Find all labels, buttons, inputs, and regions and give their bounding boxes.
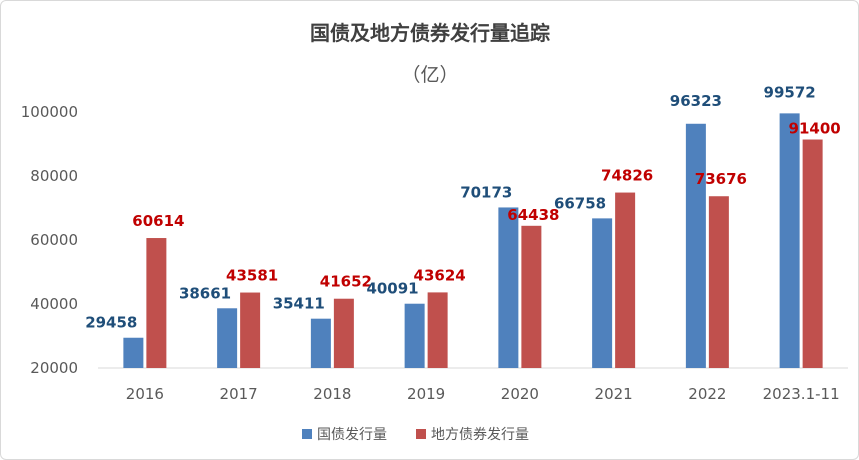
- chart-title: 国债及地方债券发行量追踪: [310, 21, 550, 45]
- data-label-local-bond: 74826: [601, 167, 653, 185]
- x-tick-label: 2020: [501, 385, 539, 403]
- bar-treasury: [779, 113, 800, 368]
- data-label-local-bond: 43624: [414, 266, 466, 284]
- y-tick-label: 20000: [30, 359, 78, 377]
- bar-treasury: [685, 123, 706, 368]
- data-label-local-bond: 64438: [507, 206, 559, 224]
- y-axis: 20000 40000 60000 80000 100000: [21, 103, 78, 377]
- data-label-local-bond: 43581: [226, 267, 278, 285]
- bar-local-bond: [427, 292, 448, 368]
- bar-treasury: [404, 303, 425, 368]
- legend: 国债发行量 地方债券发行量: [302, 427, 529, 443]
- data-label-treasury: 96323: [670, 92, 722, 110]
- bar-local-bond: [146, 238, 167, 368]
- bar-local-bond: [521, 225, 542, 368]
- data-label-treasury: 29458: [85, 314, 137, 332]
- legend-swatch-treasury: [302, 429, 312, 439]
- data-label-treasury: 40091: [366, 280, 418, 298]
- data-label-local-bond: 41652: [320, 273, 372, 291]
- bar-local-bond: [615, 192, 636, 368]
- x-tick-label: 2018: [313, 385, 351, 403]
- x-tick-label: 2016: [126, 385, 164, 403]
- bar-treasury: [498, 207, 519, 368]
- bar-treasury: [217, 308, 238, 368]
- bar-local-bond: [240, 292, 261, 368]
- legend-label-treasury: 国债发行量: [317, 427, 387, 443]
- bar-treasury: [123, 337, 144, 368]
- legend-label-local-bond: 地方债券发行量: [431, 427, 529, 443]
- x-tick-label: 2017: [220, 385, 258, 403]
- y-tick-label: 60000: [30, 231, 78, 249]
- data-label-treasury: 66758: [554, 194, 606, 212]
- bars: [123, 113, 823, 368]
- x-axis: 2016 2017 2018 2019 2020 2021 2022 2023.1-11: [126, 385, 840, 403]
- data-label-local-bond: 60614: [132, 212, 184, 230]
- x-tick-label: 2022: [688, 385, 726, 403]
- bar-treasury: [310, 318, 331, 368]
- y-tick-label: 40000: [30, 295, 78, 313]
- y-tick-label: 100000: [21, 103, 78, 121]
- data-label-treasury: 70173: [460, 183, 512, 201]
- data-label-local-bond: 91400: [789, 120, 841, 138]
- data-label-treasury: 38661: [179, 284, 231, 302]
- bar-local-bond: [708, 196, 729, 368]
- y-tick-label: 80000: [30, 167, 78, 185]
- x-tick-label: 2021: [595, 385, 633, 403]
- bar-local-bond: [333, 298, 354, 368]
- x-tick-label: 2023.1-11: [763, 385, 840, 403]
- data-label-local-bond: 73676: [695, 170, 747, 188]
- legend-swatch-local-bond: [416, 429, 426, 439]
- bar-local-bond: [802, 139, 823, 368]
- chart-unit: （亿）: [401, 64, 458, 86]
- bar-treasury: [592, 218, 613, 368]
- data-label-treasury: 99572: [764, 83, 816, 101]
- data-label-treasury: 35411: [273, 295, 325, 313]
- x-tick-label: 2019: [407, 385, 445, 403]
